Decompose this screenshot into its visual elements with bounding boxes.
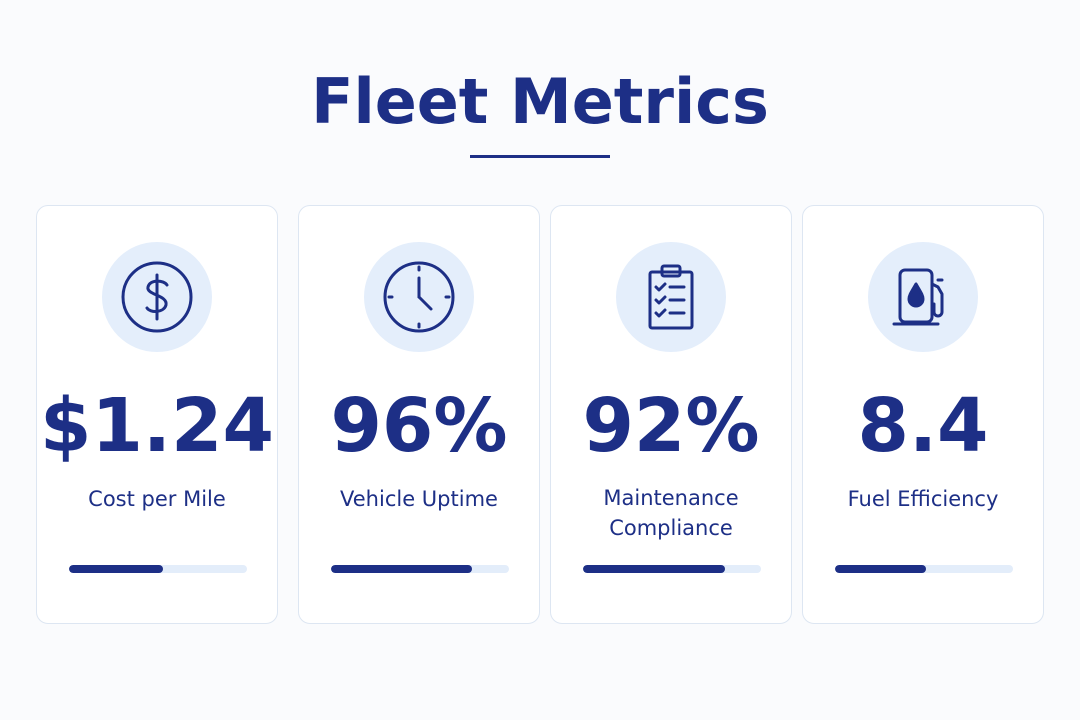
metric-value: 96%: [330, 383, 508, 469]
metric-card-vehicle-uptime: 96% Vehicle Uptime: [298, 205, 540, 624]
metric-value: 92%: [582, 383, 760, 469]
metric-label: Maintenance Compliance: [603, 486, 739, 540]
metric-card-fuel-efficiency: 8.4 Fuel Efficiency: [802, 205, 1044, 624]
progress-bar: [835, 565, 1013, 573]
progress-bar: [331, 565, 509, 573]
metric-card-cost-per-mile: $1.24 Cost per Mile: [36, 205, 278, 624]
title-underline: [470, 155, 610, 158]
page-title: Fleet Metrics: [311, 65, 769, 138]
fuel-pump-icon: [892, 268, 944, 326]
metric-value: $1.24: [39, 383, 275, 469]
dollar-icon: [121, 261, 193, 333]
metric-value: 8.4: [857, 383, 989, 469]
metric-label: Vehicle Uptime: [340, 487, 498, 511]
icon-container: [102, 242, 212, 352]
progress-bar: [69, 565, 247, 573]
metric-label: Cost per Mile: [88, 487, 226, 511]
icon-container: [616, 242, 726, 352]
metric-card-maintenance-compliance: 92% Maintenance Compliance: [550, 205, 792, 624]
clipboard-checklist-icon: [648, 264, 694, 330]
progress-fill: [69, 565, 164, 573]
progress-fill: [331, 565, 472, 573]
icon-container: [364, 242, 474, 352]
icon-container: [868, 242, 978, 352]
progress-fill: [835, 565, 926, 573]
progress-bar: [583, 565, 761, 573]
metric-label: Fuel Efficiency: [847, 487, 999, 511]
clock-icon: [383, 261, 455, 333]
progress-fill: [583, 565, 726, 573]
